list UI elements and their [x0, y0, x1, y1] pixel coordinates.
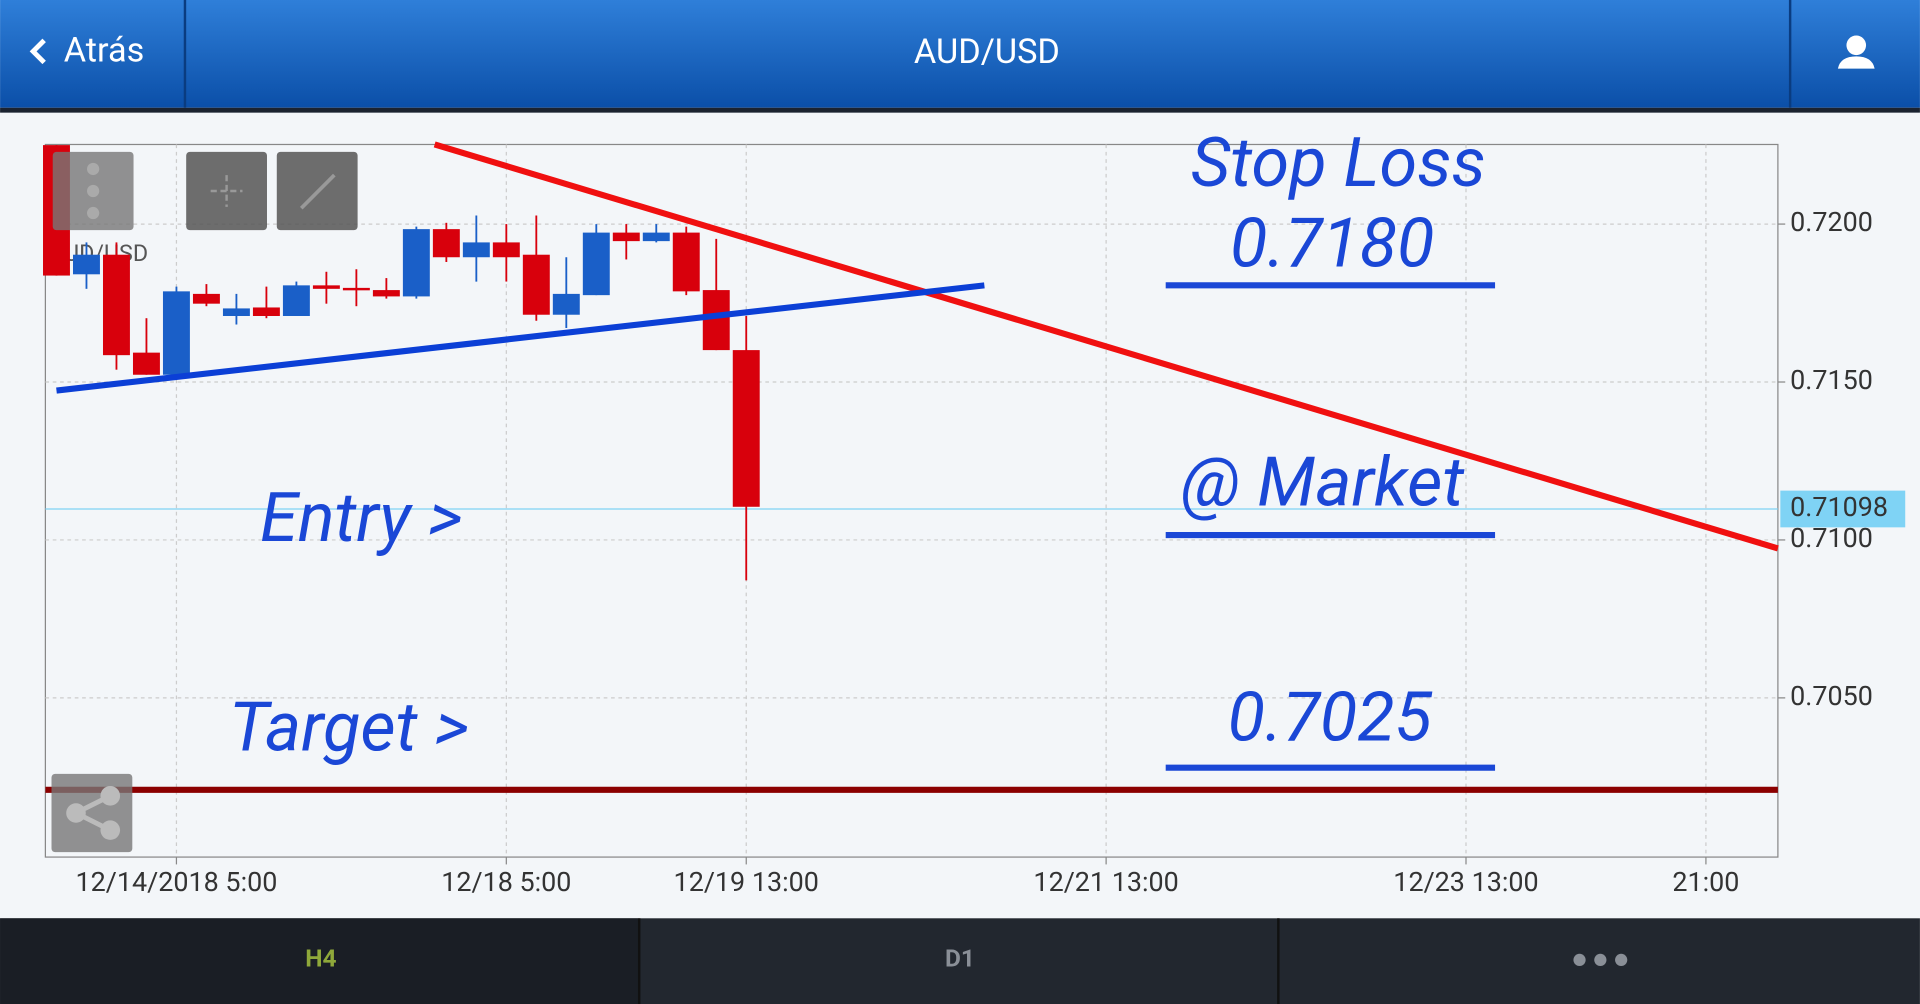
candle-body — [192, 293, 220, 304]
share-dot — [100, 786, 121, 806]
price-badge-label: 0.71098 — [1790, 491, 1888, 523]
candle-body — [342, 287, 370, 291]
candle-body — [702, 290, 730, 351]
header-title: AUD/USD — [914, 32, 1060, 72]
price-badge — [1780, 490, 1906, 528]
candle-body — [252, 307, 280, 316]
tab-active[interactable] — [0, 918, 638, 1004]
dot — [1615, 953, 1628, 967]
dot — [1573, 953, 1586, 967]
x-tick-label: 12/21 13:00 — [1033, 866, 1178, 898]
crosshair-icon — [210, 175, 243, 207]
annotation: 0.7025 — [1228, 676, 1433, 757]
header-border — [0, 107, 1920, 113]
candle-body — [222, 308, 250, 316]
y-tick-label: 0.7050 — [1790, 680, 1873, 712]
tab-label[interactable]: H4 — [305, 943, 336, 972]
y-tick-label: 0.7100 — [1790, 522, 1873, 554]
candle-body — [162, 291, 190, 375]
trend-line — [433, 141, 1779, 552]
dot — [87, 162, 100, 176]
tool-menu[interactable] — [52, 151, 134, 231]
plot: 0.7050 0.7100 0.7150 0.7200 12/14/2018 5:00 1… — [43, 122, 1873, 898]
candle-body — [522, 254, 550, 315]
candle-body — [372, 290, 400, 297]
dot — [1594, 953, 1607, 967]
dot — [87, 206, 100, 220]
candle-body — [672, 232, 700, 292]
x-tick-label: 12/23 13:00 — [1393, 866, 1538, 898]
candle-body — [402, 229, 430, 297]
back-button[interactable]: Atrás — [29, 31, 145, 71]
x-tick-label: 12/14/2018 5:00 — [76, 866, 278, 898]
candle-body — [582, 232, 610, 296]
plot-area — [44, 143, 1779, 858]
y-tick-label: 0.7150 — [1790, 364, 1873, 396]
line-icon — [299, 173, 336, 210]
candle-body — [732, 350, 760, 507]
annotation: Target > — [229, 686, 469, 767]
candle-body — [102, 254, 130, 356]
candle-body — [312, 285, 340, 289]
share-button[interactable] — [51, 773, 133, 853]
candle-body — [72, 254, 100, 275]
tab-label[interactable]: D1 — [945, 943, 975, 972]
tool-button — [51, 773, 133, 853]
user-icon-head — [1846, 35, 1867, 56]
more-tab[interactable] — [1573, 953, 1628, 967]
dot — [87, 184, 100, 198]
header-bar — [0, 0, 1920, 108]
line-tool[interactable] — [276, 151, 358, 231]
crosshair-tool[interactable] — [186, 151, 267, 231]
annotation: @ Market — [1181, 441, 1466, 522]
candle-body — [552, 293, 580, 315]
annotation: 0.7180 — [1230, 203, 1434, 284]
candle-body — [492, 242, 520, 258]
annotation: Entry > — [260, 477, 462, 558]
candle-body — [432, 229, 460, 258]
candle-body — [282, 285, 310, 316]
candle-body — [642, 232, 670, 242]
back-label: Atrás — [64, 31, 145, 71]
x-tick-label: 12/18 5:00 — [441, 866, 571, 898]
share-dot — [66, 803, 86, 823]
share-dot — [100, 820, 121, 840]
user-button[interactable] — [1837, 35, 1875, 69]
annotation: Stop Loss — [1191, 122, 1486, 203]
x-tick-label: 21:00 — [1672, 866, 1739, 898]
candle-body — [132, 352, 160, 375]
trend-line — [56, 282, 985, 394]
x-tick-label: 12/19 13:00 — [674, 866, 819, 898]
candle-body — [612, 232, 640, 242]
back-icon — [29, 38, 46, 65]
candle-body — [462, 242, 490, 258]
y-tick-label: 0.7200 — [1790, 206, 1873, 238]
user-icon-body — [1837, 56, 1875, 69]
